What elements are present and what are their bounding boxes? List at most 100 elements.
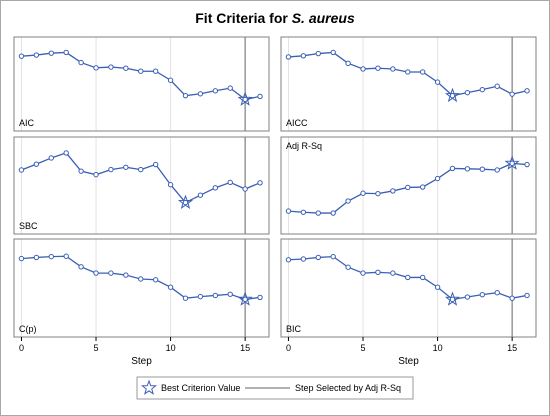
data-point [152,277,159,283]
data-point [93,171,99,178]
data-point [360,270,366,276]
data-point [524,161,530,168]
data-point [449,165,456,172]
panel-frame [13,36,270,132]
data-point [375,269,381,276]
panel-aic: AIC [13,36,270,132]
data-point [138,276,144,282]
data-point [257,93,263,100]
panel-frame [280,136,537,235]
chart-title-organism: S. aureus [292,10,355,26]
data-point [242,186,248,192]
data-point [345,264,351,270]
data-point [360,190,366,196]
data-point [227,179,233,186]
x-tick-label: 0 [286,343,291,353]
data-point [182,295,189,301]
data-point [405,274,411,281]
x-tick-label: 15 [507,343,517,353]
panel-label: AIC [19,118,35,128]
data-point [330,210,336,216]
data-point [449,92,456,99]
x-tick-label: 10 [433,343,443,353]
data-point [78,264,84,270]
data-point [227,85,233,91]
data-point [479,86,486,93]
data-point [93,270,99,276]
panel-label: AICC [286,118,308,128]
data-point [227,291,233,297]
data-point [509,91,515,97]
data-point [315,254,321,261]
data-point [330,49,336,56]
data-point [182,199,189,206]
legend-star-symbol [140,379,158,395]
best-criterion-star [177,194,194,210]
chart-title-main: Fit Criteria for [195,10,291,26]
data-point [123,164,129,170]
data-point [18,255,25,262]
panel-background [14,239,269,337]
data-point [405,184,411,191]
legend-label-best: Best Criterion Value [161,383,240,393]
data-point [300,209,307,215]
data-point [152,161,159,168]
data-point [360,66,366,72]
x-axis-title: Step [131,356,152,367]
data-point [300,256,307,262]
data-point [390,66,396,72]
best-criterion-star [444,87,461,103]
data-point [449,296,456,303]
best-criterion-star [237,91,253,106]
data-point [419,184,426,190]
x-tick-label: 5 [361,343,366,353]
data-point [18,53,25,59]
data-point [33,161,40,167]
data-point [242,96,248,103]
data-point [375,65,381,71]
data-point [390,188,396,194]
data-point [524,292,530,299]
data-point [494,167,500,173]
data-point [345,198,351,204]
data-point [197,293,204,300]
data-point [419,274,426,281]
panel-aicc: AICC [280,36,537,132]
panel-label: SBC [19,221,38,231]
data-point [197,192,204,198]
x-tick-label: 0 [19,343,24,353]
data-point [78,59,84,66]
data-point [152,68,159,74]
data-point [524,88,530,94]
panel-background [14,137,269,234]
panel-frame [280,238,537,338]
data-point [167,284,174,290]
panel-frame [13,238,270,338]
data-point [479,166,486,172]
data-point [434,175,441,182]
panel-adj-r-sq: Adj R-Sq [280,136,537,235]
data-point [464,166,471,172]
data-point [315,50,321,57]
data-point [33,52,40,58]
data-point [108,166,114,173]
best-criterion-star [504,155,520,170]
legend-label-selected: Step Selected by Adj R-Sq [295,383,401,393]
data-point [419,69,426,75]
data-point [212,292,219,299]
data-point [18,167,25,173]
best-criterion-star [237,291,253,306]
legend: Best Criterion Value Step Selected by Adj… [136,376,414,400]
data-point [197,91,204,97]
panels-group: AIC AICC SBC Adj R-Sq C(p) BIC [13,36,537,338]
panel-label: C(p) [19,324,37,334]
data-point [182,92,189,99]
data-point [138,68,144,74]
data-point [257,294,263,301]
panel-label: BIC [286,324,302,334]
x-axis-title: Step [398,356,419,367]
data-point [48,155,54,161]
data-point [464,294,471,300]
data-point [375,190,381,197]
